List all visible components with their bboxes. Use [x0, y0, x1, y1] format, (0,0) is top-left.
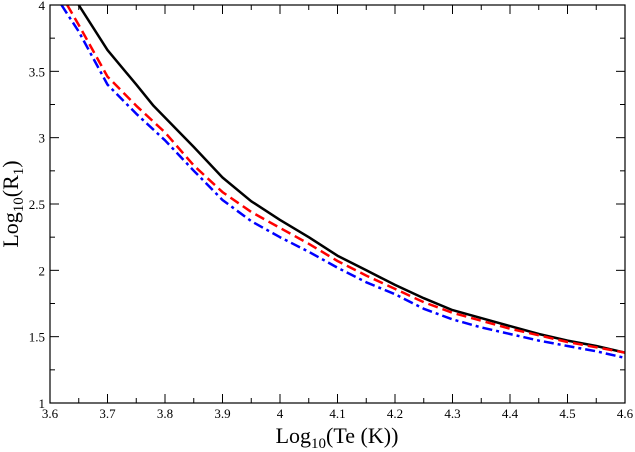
x-tick-label: 4.5 [559, 406, 575, 421]
y-tick-label: 4 [39, 0, 46, 13]
series-line-3-dashdot [60, 5, 625, 360]
x-tick-label: 3.8 [157, 406, 173, 421]
x-tick-label: 3.6 [42, 406, 59, 421]
y-tick-label: 3.5 [29, 64, 45, 79]
y-tick-label: 2.5 [29, 197, 45, 212]
plot-frame [49, 4, 626, 404]
y-tick-label: 1 [39, 396, 46, 411]
tick-layer: 3.6 3.7 3.8 3.9 4 4.1 4.2 4.3 4.4 4.5 4.6 1 1.5 2 2.5 3… [29, 0, 634, 421]
x-tick-label: 3.7 [99, 406, 116, 421]
x-tick-label: 3.9 [214, 406, 230, 421]
x-tick-label: 4 [277, 406, 284, 421]
y-tick-label: 1.5 [29, 330, 45, 345]
x-axis-title: Log10(Te (K)) [276, 423, 399, 452]
x-tick-label: 4.3 [444, 406, 460, 421]
series-line-2-dashed [66, 5, 625, 354]
x-tick-label: 4.6 [617, 406, 634, 421]
series-layer [60, 5, 625, 360]
y-axis-title: Log10(R1) [0, 160, 27, 247]
x-tick-label: 4.1 [329, 406, 345, 421]
x-tick-label: 4.4 [502, 406, 519, 421]
y-tick-label: 3 [39, 131, 46, 146]
x-tick-label: 4.2 [387, 406, 403, 421]
series-line-1-solid [77, 5, 625, 354]
y-tick-label: 2 [39, 263, 46, 278]
